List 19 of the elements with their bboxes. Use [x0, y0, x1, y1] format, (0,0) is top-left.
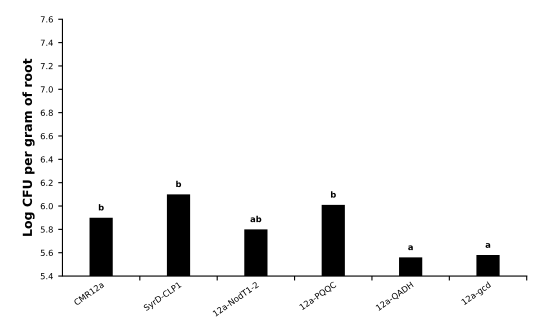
y-tick-label: 5.6	[40, 250, 53, 256]
y-tick-label: 7.6	[40, 16, 53, 23]
y-tick-label: 7.0	[40, 86, 53, 93]
y-tick-label: 6.6	[40, 132, 53, 140]
data-label: ab	[250, 216, 262, 222]
data-label: a	[486, 243, 490, 248]
y-tick-label: 6.0	[40, 203, 53, 210]
y-tick-label: 7.2	[40, 62, 53, 70]
y-tick-label: 5.4	[40, 273, 53, 280]
data-label: a	[408, 245, 413, 250]
data-label: b	[176, 180, 182, 188]
y-tick-label: 6.4	[40, 156, 53, 163]
y-tick-label: 5.8	[40, 226, 53, 233]
data-label: b	[98, 204, 104, 211]
y-axis-title: Log CFU per gram of root	[22, 58, 35, 236]
y-tick-label: 6.2	[40, 180, 53, 186]
y-tick-label: 7.4	[40, 40, 53, 46]
data-label: b	[330, 191, 336, 198]
y-tick-label: 6.8	[40, 110, 53, 116]
